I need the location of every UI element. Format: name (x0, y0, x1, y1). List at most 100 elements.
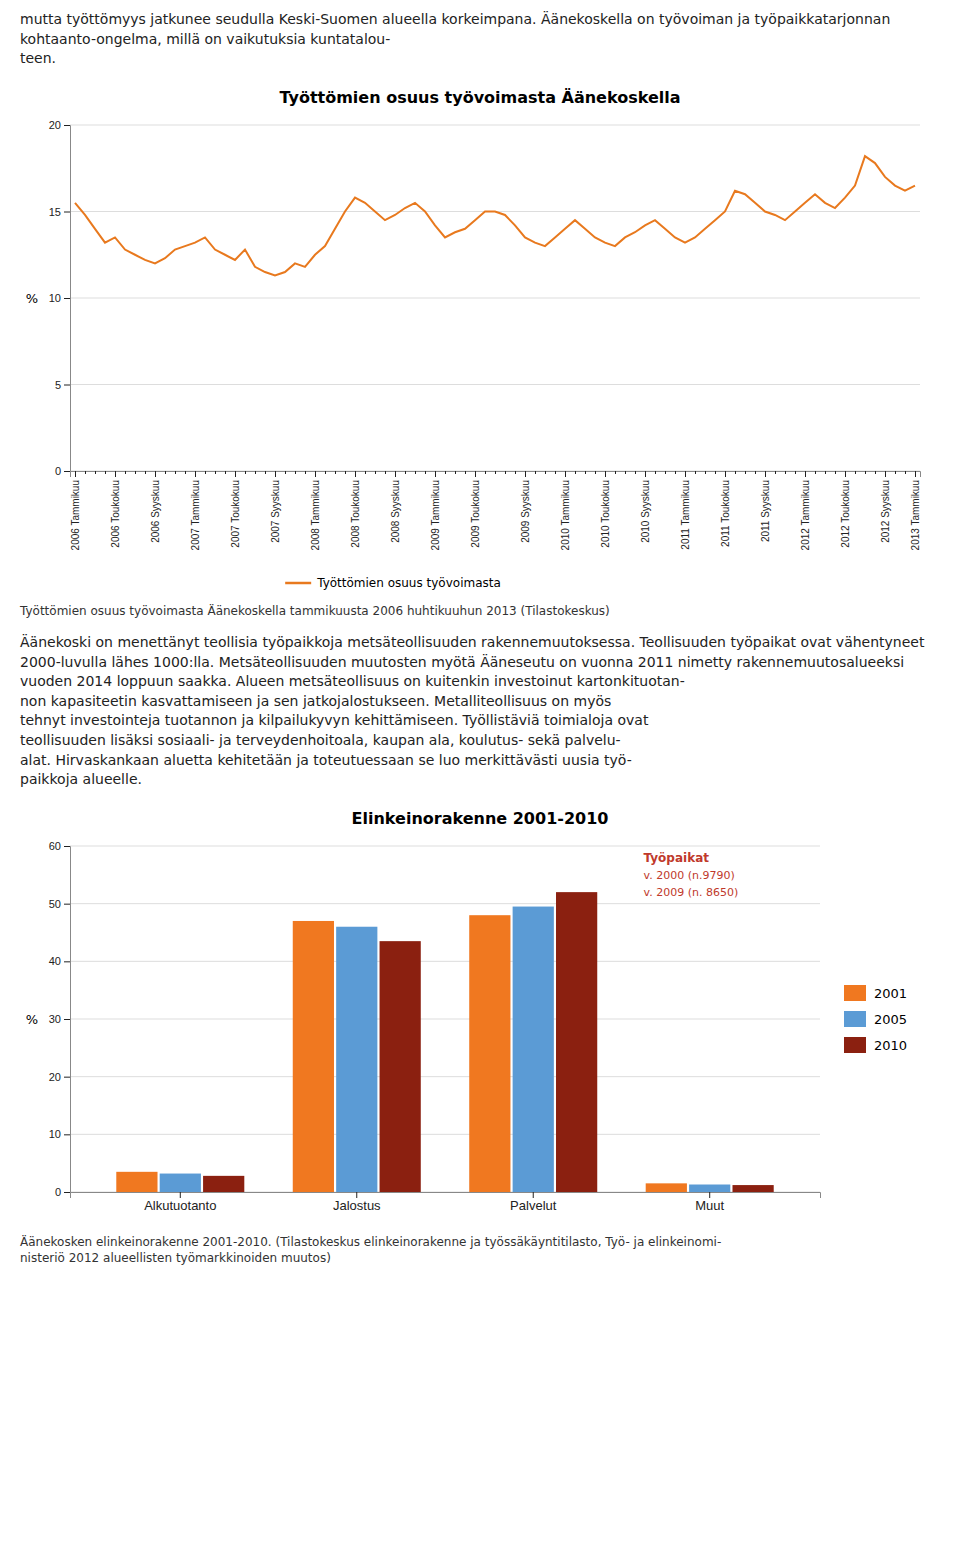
tick-mark (505, 471, 506, 474)
tick (215, 471, 216, 474)
tick-mark (205, 471, 206, 474)
grid-line (70, 1076, 820, 1077)
axis-line (64, 125, 71, 471)
tick: Muut (695, 1192, 724, 1213)
grid-line (70, 297, 920, 298)
tick-label: 20 (49, 119, 61, 131)
tick: 2013 Tammikuu (910, 471, 921, 550)
tick-label: Jalostus (333, 1198, 381, 1213)
tick (865, 471, 866, 474)
tick-mark (635, 471, 636, 474)
axis-line (71, 471, 921, 477)
bar (160, 1173, 201, 1191)
tick-mark (725, 471, 726, 477)
tick-label: Palvelut (510, 1198, 557, 1213)
tick (815, 471, 816, 474)
tick: 50 (49, 897, 70, 909)
tick-mark (64, 1192, 70, 1193)
tick (405, 471, 406, 474)
tick: 20 (49, 119, 70, 131)
tick-mark (735, 471, 736, 474)
tick (285, 471, 286, 474)
tick-mark (775, 471, 776, 474)
legend-item: 2010 (844, 1037, 907, 1053)
y-axis: 05101520 (49, 119, 71, 477)
tick-mark (705, 471, 706, 474)
tick-mark (165, 471, 166, 474)
legend-swatch (285, 582, 311, 585)
tick-label: 2011 Tammikuu (680, 480, 691, 550)
tick: 60 (49, 840, 70, 852)
tick-mark (215, 471, 216, 474)
tick: 2008 Toukokuu (350, 471, 361, 548)
tick-label: 2006 Tammikuu (70, 480, 81, 550)
tick-mark (625, 471, 626, 474)
tick-mark (375, 471, 376, 474)
tick-label: 15 (49, 205, 61, 217)
tick: 2008 Tammikuu (310, 471, 321, 550)
tick-mark (405, 471, 406, 474)
tick-mark (495, 471, 496, 474)
tick: 2006 Tammikuu (70, 471, 81, 550)
tick (485, 471, 486, 474)
tick (335, 471, 336, 474)
tick-mark (135, 471, 136, 474)
tick-mark (795, 471, 796, 474)
tick (385, 471, 386, 474)
tick (535, 471, 536, 474)
tick-mark (545, 471, 546, 474)
tick (365, 471, 366, 474)
caption: Äänekosken elinkeinorakenne 2001-2010. (… (20, 1234, 940, 1266)
tick-mark (64, 903, 70, 904)
tick (715, 471, 716, 474)
tick (785, 471, 786, 474)
tick (835, 471, 836, 474)
bar (469, 915, 510, 1192)
tick: Alkutuotanto (144, 1192, 216, 1213)
tick (225, 471, 226, 474)
x-axis: 2006 Tammikuu2006 Toukokuu2006 Syyskuu20… (70, 471, 921, 550)
tick-mark (745, 471, 746, 474)
tick-mark (315, 471, 316, 477)
tick: 40 (49, 955, 70, 967)
bar (336, 926, 377, 1191)
tick-mark (825, 471, 826, 474)
tick-mark (675, 471, 676, 474)
axis-line (64, 846, 71, 1192)
chart-title: Työttömien osuus työvoimasta Äänekoskell… (279, 88, 680, 107)
tick-label: 2013 Tammikuu (910, 480, 921, 550)
tick-mark (64, 211, 70, 212)
grid (70, 125, 920, 471)
tick-mark (875, 471, 876, 474)
legend-label: 2001 (874, 985, 907, 1000)
grid-line (70, 1134, 820, 1135)
tick (905, 471, 906, 474)
tick: 2009 Syyskuu (520, 471, 531, 543)
tick-mark (305, 471, 306, 474)
tick-mark (455, 471, 456, 474)
bar-series (160, 906, 731, 1191)
tick (855, 471, 856, 474)
tick-label: 2008 Toukokuu (350, 480, 361, 548)
tick: 2012 Tammikuu (800, 471, 811, 550)
tick-mark (533, 1192, 534, 1198)
tick (345, 471, 346, 474)
tick (705, 471, 706, 474)
tick-label: 2012 Toukokuu (840, 480, 851, 548)
tick-label: 30 (49, 1013, 61, 1025)
tick-mark (195, 471, 196, 477)
tick: 2009 Toukokuu (470, 471, 481, 548)
tick-mark (555, 471, 556, 474)
tick (265, 471, 266, 474)
tick (455, 471, 456, 474)
tick-mark (64, 1076, 70, 1077)
tick-mark (765, 471, 766, 477)
tick (585, 471, 586, 474)
tick (205, 471, 206, 474)
tick-label: 0 (55, 1186, 61, 1198)
tick: 10 (49, 292, 70, 304)
tick-mark (709, 1192, 710, 1198)
tick (325, 471, 326, 474)
tick-mark (595, 471, 596, 474)
tick-mark (655, 471, 656, 474)
